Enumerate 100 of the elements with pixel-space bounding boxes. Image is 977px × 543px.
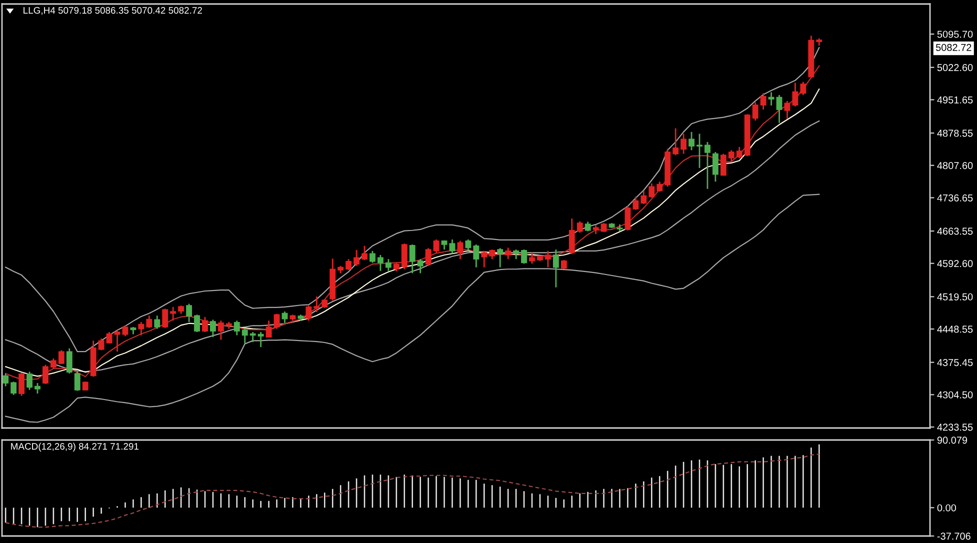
candlestick [752,102,758,122]
candlestick [433,238,440,254]
candlestick [505,247,512,260]
chart-title: LLG,H4 5079.18 5086.35 5070.42 5082.72 [24,7,202,15]
candlestick [640,190,647,205]
y-tick-label: -37.706 [937,532,970,540]
candlestick [162,308,168,329]
candlestick [529,252,535,264]
candlestick [250,331,256,343]
y-tick-label: 4519.50 [937,293,973,300]
candlestick [513,248,520,260]
candlestick [584,221,591,232]
y-tick-label: 4736.65 [937,194,973,202]
y-tick-label: 4663.55 [937,228,973,235]
candlestick [576,220,583,234]
candlestick [362,245,368,261]
candlestick [632,196,639,211]
candlestick [481,250,488,268]
candlestick [50,358,56,370]
candlestick [66,348,72,374]
candlestick [409,244,416,274]
candlestick [704,141,710,190]
candlestick [680,133,687,155]
candlestick [521,248,527,264]
candlestick [712,151,718,182]
candlestick [10,381,17,396]
candlestick [274,313,280,330]
candlestick [2,372,9,387]
y-tick-label: 4592.60 [937,260,973,268]
candlestick [354,249,360,267]
candlestick [800,81,806,96]
candlestick [186,303,192,323]
candlestick [688,131,694,151]
candlestick [242,327,248,344]
y-tick-label: 0.00 [937,504,956,512]
candlestick [457,240,464,260]
candlestick [306,304,312,322]
y-tick-label: 90.079 [937,436,968,444]
candlestick [784,100,790,120]
candlestick [792,82,798,108]
candlestick [34,382,40,394]
candlestick [202,316,208,333]
candlestick [497,247,504,268]
y-tick-label: 4375.45 [937,358,973,366]
candlestick [154,314,160,330]
y-tick-label: 4448.55 [937,326,973,333]
candlestick [776,94,782,124]
text: 5082.72 [936,44,972,52]
candlestick [114,329,120,352]
candlestick [568,218,575,255]
candlestick [170,306,176,322]
candlestick [266,320,272,338]
candlestick [218,320,224,340]
candlestick [370,250,376,264]
candlestick [401,242,408,270]
candlestick [552,248,559,288]
candlestick [377,254,384,272]
candlestick [74,370,80,392]
candlestick [194,314,200,333]
candlestick [122,324,128,337]
y-tick-label: 4807.60 [937,162,973,170]
candlestick [465,238,472,252]
candlestick [425,247,432,267]
candlestick [696,133,702,169]
candlestick [736,146,742,160]
chart-title: MACD(12,26,9) 84.271 71.291 [11,442,138,452]
candlestick [18,372,25,397]
candlestick [720,153,726,176]
candlestick [449,238,456,254]
candlestick [258,331,264,348]
y-tick-label: 4233.55 [937,424,973,431]
candlestick [544,250,551,268]
candlestick [624,206,631,232]
candlestick [656,180,663,192]
candlestick [346,258,352,271]
candlestick [234,320,240,336]
candlestick [314,296,320,313]
candlestick [672,128,679,156]
candlestick [42,364,48,385]
candlestick [385,258,392,272]
candlestick [138,321,144,336]
candlestick [26,370,32,391]
y-tick-label: 4304.50 [937,391,973,398]
line-series [5,194,820,423]
candlestick [560,259,567,270]
y-tick-label: 5095.70 [937,30,973,38]
candlestick [648,182,655,198]
candlestick [417,258,424,274]
candlestick [146,314,152,329]
y-tick-label: 4878.55 [937,130,973,137]
candlestick [760,92,766,110]
candlestick [106,331,112,344]
candlestick [282,310,288,324]
y-tick-label: 5022.60 [937,64,973,72]
candlestick [728,149,734,164]
candlestick [210,319,216,338]
line-series [5,454,820,528]
candlestick [473,244,480,268]
candlestick [768,92,774,106]
candlestick [58,350,64,365]
